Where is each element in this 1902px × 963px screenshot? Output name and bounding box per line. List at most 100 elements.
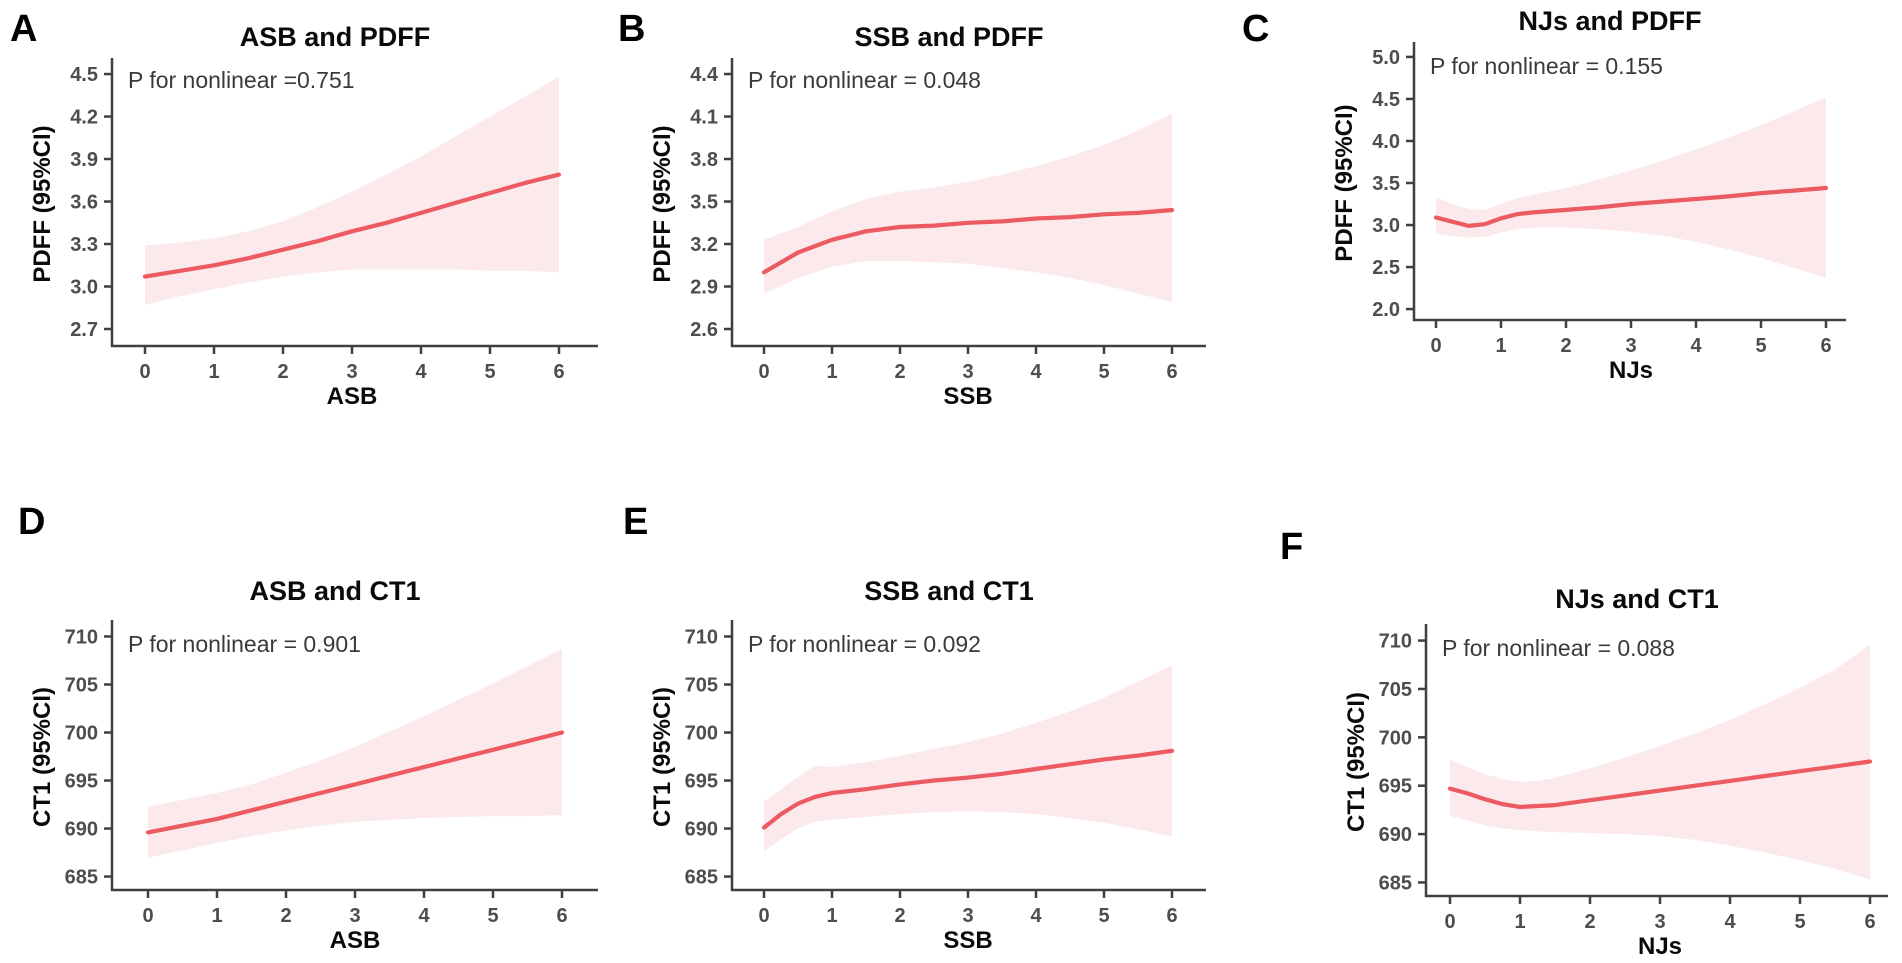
x-tick-label: 6 bbox=[1166, 905, 1177, 927]
p-nonlinear-annotation: P for nonlinear = 0.092 bbox=[748, 631, 981, 657]
y-axis-label: PDFF (95%CI) bbox=[649, 125, 676, 282]
y-tick-label: 2.0 bbox=[1372, 299, 1400, 321]
p-nonlinear-annotation: P for nonlinear = 0.088 bbox=[1442, 635, 1675, 661]
x-tick-label: 3 bbox=[962, 905, 973, 927]
y-tick-label: 3.5 bbox=[690, 192, 718, 214]
panel-d: D 685 690 695 700 705 710 0 1 2 3 4 5 6 ASB and CT1 P … bbox=[8, 496, 604, 962]
panel-label-e: E bbox=[623, 501, 649, 543]
x-tick-label: 0 bbox=[758, 905, 769, 927]
p-nonlinear-annotation: P for nonlinear = 0.048 bbox=[748, 67, 981, 93]
p-nonlinear-annotation: P for nonlinear = 0.155 bbox=[1430, 53, 1663, 79]
y-tick-label: 3.3 bbox=[70, 234, 98, 256]
y-tick-label: 4.1 bbox=[690, 107, 718, 129]
chart-njs-pdff: 2.0 2.5 3.0 3.5 4.0 4.5 5.0 0 1 2 3 4 5 6 NJs and PDFF… bbox=[1331, 6, 1846, 384]
y-axis-label: PDFF (95%CI) bbox=[29, 125, 56, 282]
x-tick-label: 1 bbox=[208, 361, 219, 383]
y-tick-label: 710 bbox=[65, 626, 98, 648]
x-tick-label: 2 bbox=[894, 361, 905, 383]
y-tick-label: 2.9 bbox=[690, 277, 718, 299]
x-axis-label: ASB bbox=[330, 927, 381, 954]
x-tick-label: 3 bbox=[1654, 911, 1665, 933]
chart-title: ASB and PDFF bbox=[240, 22, 431, 52]
y-tick-label: 700 bbox=[65, 723, 98, 745]
y-axis-label: CT1 (95%CI) bbox=[1343, 692, 1370, 832]
x-axis-label: ASB bbox=[327, 383, 378, 410]
x-tick-label: 5 bbox=[487, 905, 498, 927]
x-tick-label: 0 bbox=[142, 905, 153, 927]
y-tick-label: 700 bbox=[1379, 727, 1412, 749]
x-tick-label: 1 bbox=[1495, 335, 1506, 357]
x-tick-label: 0 bbox=[139, 361, 150, 383]
y-tick-label: 700 bbox=[685, 723, 718, 745]
panel-e: E 685 690 695 700 705 710 0 1 2 3 4 5 6 SSB and CT1 P … bbox=[612, 496, 1208, 962]
x-tick-label: 6 bbox=[553, 361, 564, 383]
panel-label-f: F bbox=[1280, 526, 1304, 568]
panel-b: B 2.6 2.9 3.2 3.5 3.8 4.1 4.4 0 1 2 3 4 5 6 SSB and PD… bbox=[612, 4, 1208, 438]
x-tick-label: 1 bbox=[211, 905, 222, 927]
y-tick-label: 4.5 bbox=[1372, 89, 1400, 111]
y-tick-label: 3.0 bbox=[70, 277, 98, 299]
y-tick-label: 3.0 bbox=[1372, 215, 1400, 237]
chart-title: ASB and CT1 bbox=[249, 576, 420, 606]
trend-line bbox=[142, 172, 562, 279]
chart-title: NJs and CT1 bbox=[1555, 584, 1719, 614]
chart-njs-ct1: 685 690 695 700 705 710 0 1 2 3 4 5 6 NJs and CT1 P fo… bbox=[1343, 584, 1888, 960]
x-tick-label: 3 bbox=[346, 361, 357, 383]
y-tick-label: 705 bbox=[65, 674, 98, 696]
panel-label-d: D bbox=[18, 501, 46, 543]
y-tick-label: 690 bbox=[685, 819, 718, 841]
x-tick-label: 4 bbox=[415, 361, 427, 383]
x-tick-label: 1 bbox=[1514, 911, 1525, 933]
x-tick-label: 6 bbox=[1864, 911, 1875, 933]
x-tick-label: 5 bbox=[484, 361, 495, 383]
y-tick-label: 705 bbox=[1379, 679, 1412, 701]
panel-label-b: B bbox=[618, 8, 646, 50]
y-axis-label: CT1 (95%CI) bbox=[649, 687, 676, 827]
y-tick-label: 695 bbox=[65, 771, 98, 793]
p-nonlinear-annotation: P for nonlinear = 0.901 bbox=[128, 631, 361, 657]
y-tick-label: 2.5 bbox=[1372, 257, 1400, 279]
x-tick-label: 3 bbox=[962, 361, 973, 383]
y-axis-label: PDFF (95%CI) bbox=[1331, 104, 1358, 261]
chart-ssb-ct1: 685 690 695 700 705 710 0 1 2 3 4 5 6 SSB and CT1 P fo… bbox=[649, 576, 1206, 954]
trend-line bbox=[1447, 759, 1873, 810]
ci-band bbox=[764, 665, 1172, 852]
y-tick-label: 3.9 bbox=[70, 149, 98, 171]
y-tick-label: 710 bbox=[1379, 631, 1412, 653]
y-tick-label: 4.5 bbox=[70, 64, 98, 86]
ci-band bbox=[1436, 97, 1826, 278]
chart-ssb-pdff: 2.6 2.9 3.2 3.5 3.8 4.1 4.4 0 1 2 3 4 5 6 SSB and PDFF… bbox=[649, 22, 1206, 410]
x-tick-label: 1 bbox=[826, 905, 837, 927]
x-tick-label: 5 bbox=[1098, 361, 1109, 383]
x-tick-label: 2 bbox=[1584, 911, 1595, 933]
x-tick-label: 4 bbox=[418, 905, 430, 927]
panel-a: A 2.7 3.0 3.3 3.6 3.9 4.2 4.5 0 1 2 3 4 5 6 ASB and PD… bbox=[8, 4, 604, 438]
y-tick-label: 685 bbox=[65, 867, 98, 889]
x-tick-label: 2 bbox=[1560, 335, 1571, 357]
y-tick-label: 690 bbox=[65, 819, 98, 841]
x-tick-label: 0 bbox=[1430, 335, 1441, 357]
p-nonlinear-annotation: P for nonlinear =0.751 bbox=[128, 67, 355, 93]
x-tick-label: 4 bbox=[1724, 911, 1736, 933]
chart-asb-ct1: 685 690 695 700 705 710 0 1 2 3 4 5 6 ASB and CT1 P fo… bbox=[29, 576, 598, 954]
y-tick-label: 2.6 bbox=[690, 319, 718, 341]
y-tick-label: 4.2 bbox=[70, 107, 98, 129]
x-tick-label: 6 bbox=[1166, 361, 1177, 383]
chart-asb-pdff: 2.7 3.0 3.3 3.6 3.9 4.2 4.5 0 1 2 3 4 5 6 ASB and PDFF… bbox=[29, 22, 598, 410]
y-tick-label: 690 bbox=[1379, 824, 1412, 846]
x-tick-label: 2 bbox=[894, 905, 905, 927]
x-tick-label: 4 bbox=[1030, 361, 1042, 383]
x-tick-label: 5 bbox=[1755, 335, 1766, 357]
x-axis-label: NJs bbox=[1609, 357, 1653, 384]
y-tick-label: 695 bbox=[1379, 776, 1412, 798]
x-axis-label: SSB bbox=[943, 383, 992, 410]
chart-title: SSB and CT1 bbox=[864, 576, 1034, 606]
x-tick-label: 1 bbox=[826, 361, 837, 383]
x-tick-label: 3 bbox=[349, 905, 360, 927]
ci-band bbox=[148, 649, 562, 858]
chart-title: NJs and PDFF bbox=[1518, 6, 1701, 36]
y-tick-label: 685 bbox=[1379, 872, 1412, 894]
x-tick-label: 5 bbox=[1794, 911, 1805, 933]
y-tick-label: 3.6 bbox=[70, 192, 98, 214]
